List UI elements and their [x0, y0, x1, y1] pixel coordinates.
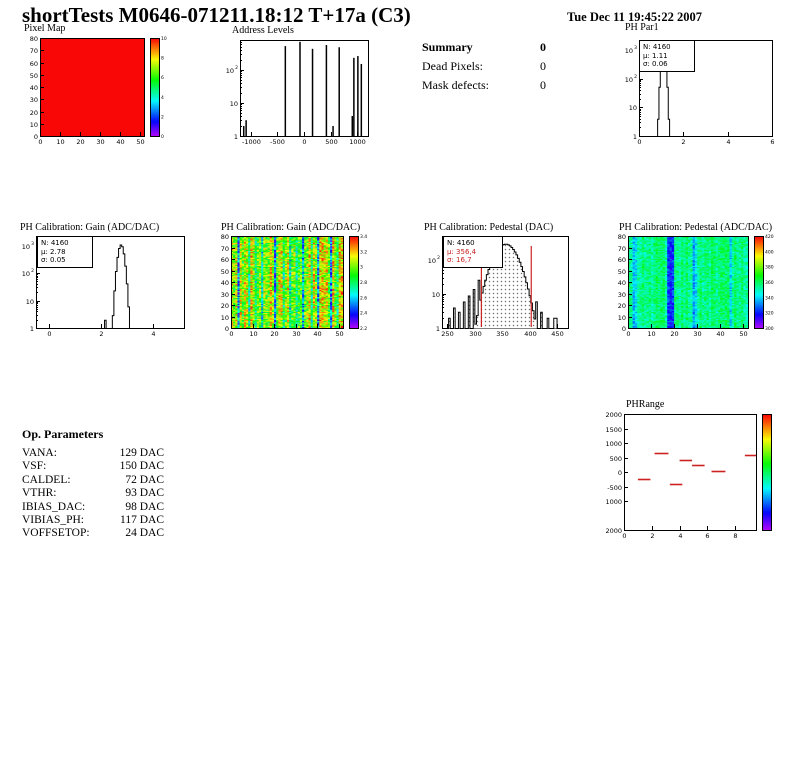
- stat-n: N: 4160: [447, 239, 475, 247]
- op-parameter-value: 150 DAC: [119, 460, 164, 473]
- op-parameter-row: VIBIAS_PH: 117 DAC: [22, 514, 164, 527]
- address-levels-chart: [218, 24, 376, 160]
- summary-row-value: 0: [540, 78, 546, 92]
- op-parameter-value: 93 DAC: [125, 487, 164, 500]
- summary-row: Dead Pixels: 0: [422, 59, 546, 74]
- timestamp: Tue Dec 11 19:45:22 2007: [567, 10, 702, 24]
- op-parameters-title: Op. Parameters: [22, 427, 104, 441]
- ph-range-chart: [596, 398, 796, 554]
- op-parameter-value: 117 DAC: [120, 514, 164, 527]
- op-parameter-row: VSF: 150 DAC: [22, 460, 164, 473]
- op-parameter-row: VANA: 129 DAC: [22, 447, 164, 460]
- summary-block: Summary 0 Dead Pixels: 0 Mask defects: 0: [422, 40, 546, 97]
- op-parameter-label: CALDEL:: [22, 473, 71, 486]
- summary-row-label: Mask defects:: [422, 78, 489, 92]
- summary-row-label: Dead Pixels:: [422, 59, 483, 73]
- stat-sigma: σ: 16,7: [447, 256, 472, 264]
- summary-title: Summary: [422, 40, 473, 54]
- summary-total: 0: [540, 40, 546, 54]
- op-parameter-row: CALDEL: 72 DAC: [22, 474, 164, 487]
- op-parameter-label: IBIAS_DAC:: [22, 500, 86, 513]
- ph-par1-stats-box: N: 4160 μ: 1.11 σ: 0.06: [639, 40, 695, 72]
- op-parameters-block: Op. Parameters VANA: 129 DAC VSF: 150 DA…: [22, 427, 164, 541]
- summary-row-value: 0: [540, 59, 546, 73]
- op-parameter-row: VTHR: 93 DAC: [22, 487, 164, 500]
- op-parameter-row: IBIAS_DAC: 98 DAC: [22, 501, 164, 514]
- op-parameter-value: 24 DAC: [125, 527, 164, 540]
- stat-mu: μ: 2.78: [41, 247, 66, 256]
- summary-header-row: Summary 0: [422, 40, 546, 55]
- stat-sigma: σ: 0.06: [643, 60, 668, 68]
- op-parameter-label: VSF:: [22, 460, 47, 473]
- op-parameter-value: 72 DAC: [125, 473, 164, 486]
- stat-mu: μ: 356,4: [447, 247, 477, 256]
- op-parameter-label: VIBIAS_PH:: [22, 514, 84, 527]
- stat-mu: μ: 1.11: [643, 51, 668, 60]
- pixel-map-chart: [14, 24, 194, 158]
- op-parameter-label: VANA:: [22, 447, 57, 459]
- page-title: shortTests M0646-071211.18:12 T+17a (C3): [22, 3, 411, 27]
- op-parameter-label: VTHR:: [22, 487, 57, 500]
- pedestal-hist-stats-box: N: 4160 μ: 356,4 σ: 16,7: [443, 236, 503, 268]
- op-parameter-row: VOFFSETOP: 24 DAC: [22, 527, 164, 540]
- stat-sigma: σ: 0.05: [41, 256, 66, 264]
- op-parameter-label: VOFFSETOP:: [22, 527, 90, 540]
- op-parameter-value: 129 DAC: [119, 447, 164, 459]
- op-parameter-value: 98 DAC: [125, 500, 164, 513]
- stat-n: N: 4160: [41, 239, 69, 247]
- gain-hist-stats-box: N: 4160 μ: 2.78 σ: 0.05: [37, 236, 93, 268]
- stat-n: N: 4160: [643, 43, 671, 51]
- gain-map-chart: [211, 220, 389, 352]
- pedestal-map-chart: [608, 220, 796, 352]
- summary-row: Mask defects: 0: [422, 78, 546, 93]
